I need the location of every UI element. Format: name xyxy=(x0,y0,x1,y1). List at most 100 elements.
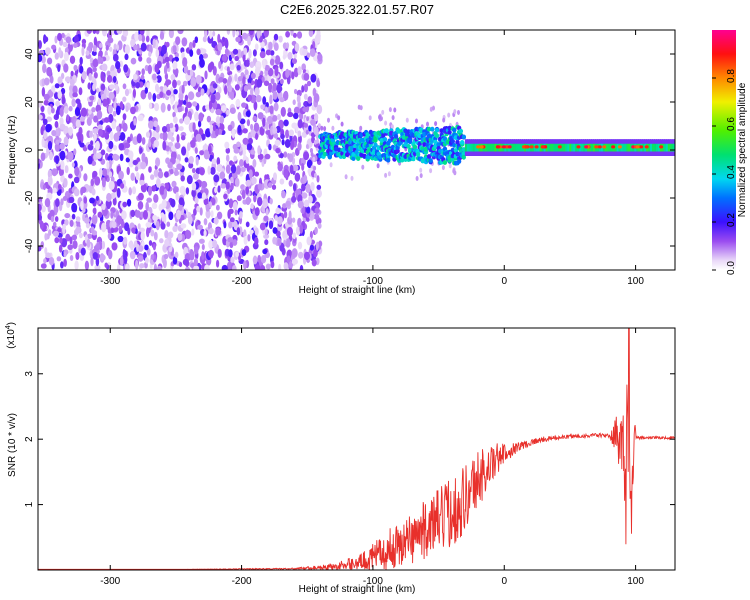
spectrogram-cell xyxy=(239,211,243,219)
spectrogram-cell xyxy=(65,233,71,242)
spectrogram-cell xyxy=(322,151,328,157)
spectrogram-cell xyxy=(174,251,179,259)
spectrogram-cell xyxy=(671,143,675,152)
spectrogram-cell xyxy=(426,121,429,127)
spectrogram-cell xyxy=(306,116,310,122)
spectrogram-cell xyxy=(162,258,167,269)
spectrogram-cell xyxy=(350,175,354,181)
spectrogram-cell xyxy=(301,48,309,57)
spectrogram-cell xyxy=(90,140,94,146)
spectrogram-cell xyxy=(406,129,411,135)
spectrogram-cell xyxy=(159,132,164,140)
spectrogram-cell xyxy=(311,136,315,144)
spectrogram-cell xyxy=(524,145,529,149)
spectrogram-cell xyxy=(169,168,174,175)
spectrogram-cell xyxy=(247,234,251,242)
spectrogram-cell xyxy=(38,40,42,49)
spectrogram-cell xyxy=(224,141,230,149)
spectrogram-cell xyxy=(264,228,268,236)
spectrogram-cell xyxy=(99,57,104,65)
spectrogram-cell xyxy=(246,119,251,127)
spectrogram-cell xyxy=(296,94,301,104)
spectrogram-cell xyxy=(408,139,413,145)
spectrogram-cell xyxy=(159,185,166,195)
spectrogram-cell xyxy=(95,87,100,93)
spectrogram-cell xyxy=(415,176,419,181)
spectrogram-cell xyxy=(310,152,314,157)
spectrogram-cell xyxy=(331,125,335,131)
spectrogram-cell xyxy=(191,182,197,191)
spectrogram-cell xyxy=(216,259,220,268)
spectrogram-cell xyxy=(219,115,225,124)
spectrogram-cell xyxy=(48,229,52,236)
spectrogram-cell xyxy=(122,113,127,121)
spectrogram-cell xyxy=(272,227,278,234)
spectrogram-cell xyxy=(152,93,157,102)
spectrogram-cell xyxy=(59,150,66,161)
spectrogram-cell xyxy=(70,70,74,77)
spectrogram-cell xyxy=(616,143,620,152)
spectrogram-cell xyxy=(488,143,492,152)
spectrogram-cell xyxy=(48,256,55,266)
spectrogram-cell xyxy=(43,93,50,101)
spectrogram-cell xyxy=(108,46,113,52)
spectrogram-cell xyxy=(51,85,56,93)
spectrogram-cell xyxy=(58,47,62,57)
colorbar-tick-label: 0.6 xyxy=(726,117,737,131)
spectrogram-cell xyxy=(268,220,274,229)
spectrogram-cell xyxy=(153,169,159,177)
spectrogram-cell xyxy=(327,117,330,123)
spectrogram-cell xyxy=(545,143,549,152)
spectrogram-cell xyxy=(302,106,308,113)
spectrogram-cell xyxy=(199,150,205,156)
spectrogram-cell xyxy=(242,128,248,134)
spectrogram-cell xyxy=(257,145,261,156)
spectrogram-cell xyxy=(320,125,324,131)
spectrogram-cell xyxy=(388,107,392,113)
spectrogram-cell xyxy=(273,33,279,41)
spectrogram-cell xyxy=(87,155,93,165)
spectrogram-cell xyxy=(248,48,252,59)
spectrogram-cell xyxy=(215,204,220,211)
spectrogram-cell xyxy=(158,238,164,244)
spectrogram-cell xyxy=(46,116,53,122)
spectrogram-cell xyxy=(486,143,490,152)
spectrogram-cell xyxy=(316,184,322,190)
spectrogram-cell xyxy=(235,98,241,108)
spectrogram-cell xyxy=(252,158,257,168)
spectrogram-cell xyxy=(201,251,205,260)
spectrogram-cell xyxy=(202,144,209,151)
spectrogram-cell xyxy=(55,139,60,145)
spectrogram-cell xyxy=(250,72,256,80)
spectrogram-cell xyxy=(201,192,207,200)
spectrogram-cell xyxy=(53,206,58,216)
spectrogram-cell xyxy=(447,130,452,135)
spectrogram-cell xyxy=(273,102,279,112)
spectrogram-cell xyxy=(71,213,76,220)
spectrogram-cell xyxy=(173,116,178,124)
spectrogram-cell xyxy=(298,251,304,259)
spectrogram-cell xyxy=(145,35,150,43)
spectrogram-cell xyxy=(123,64,129,73)
spectrogram-cell xyxy=(68,173,73,179)
spectrogram-cell xyxy=(91,76,95,84)
spectrogram-cell xyxy=(55,100,61,107)
spectrogram-cell xyxy=(273,132,279,139)
spectrogram-cell xyxy=(287,51,293,60)
spectrogram-cell xyxy=(54,83,60,89)
spectrogram-cell xyxy=(154,102,160,112)
spectrogram-cell xyxy=(210,166,216,175)
spectrogram-cell xyxy=(285,68,290,79)
spectrogram-cell xyxy=(214,91,221,101)
spectrogram-cell xyxy=(111,221,117,229)
spectrogram-cell xyxy=(61,32,65,39)
spectrogram-cell xyxy=(116,130,121,137)
spectrogram-cell xyxy=(175,211,181,219)
spectrogram-cell xyxy=(448,163,452,169)
spectrogram-cell xyxy=(193,208,197,216)
spectrogram-cell xyxy=(195,156,199,166)
spectrogram-cell xyxy=(126,166,130,176)
spectrogram-cell xyxy=(188,162,194,169)
spectrogram-cell xyxy=(429,168,433,174)
spectrogram-cell xyxy=(81,71,87,80)
